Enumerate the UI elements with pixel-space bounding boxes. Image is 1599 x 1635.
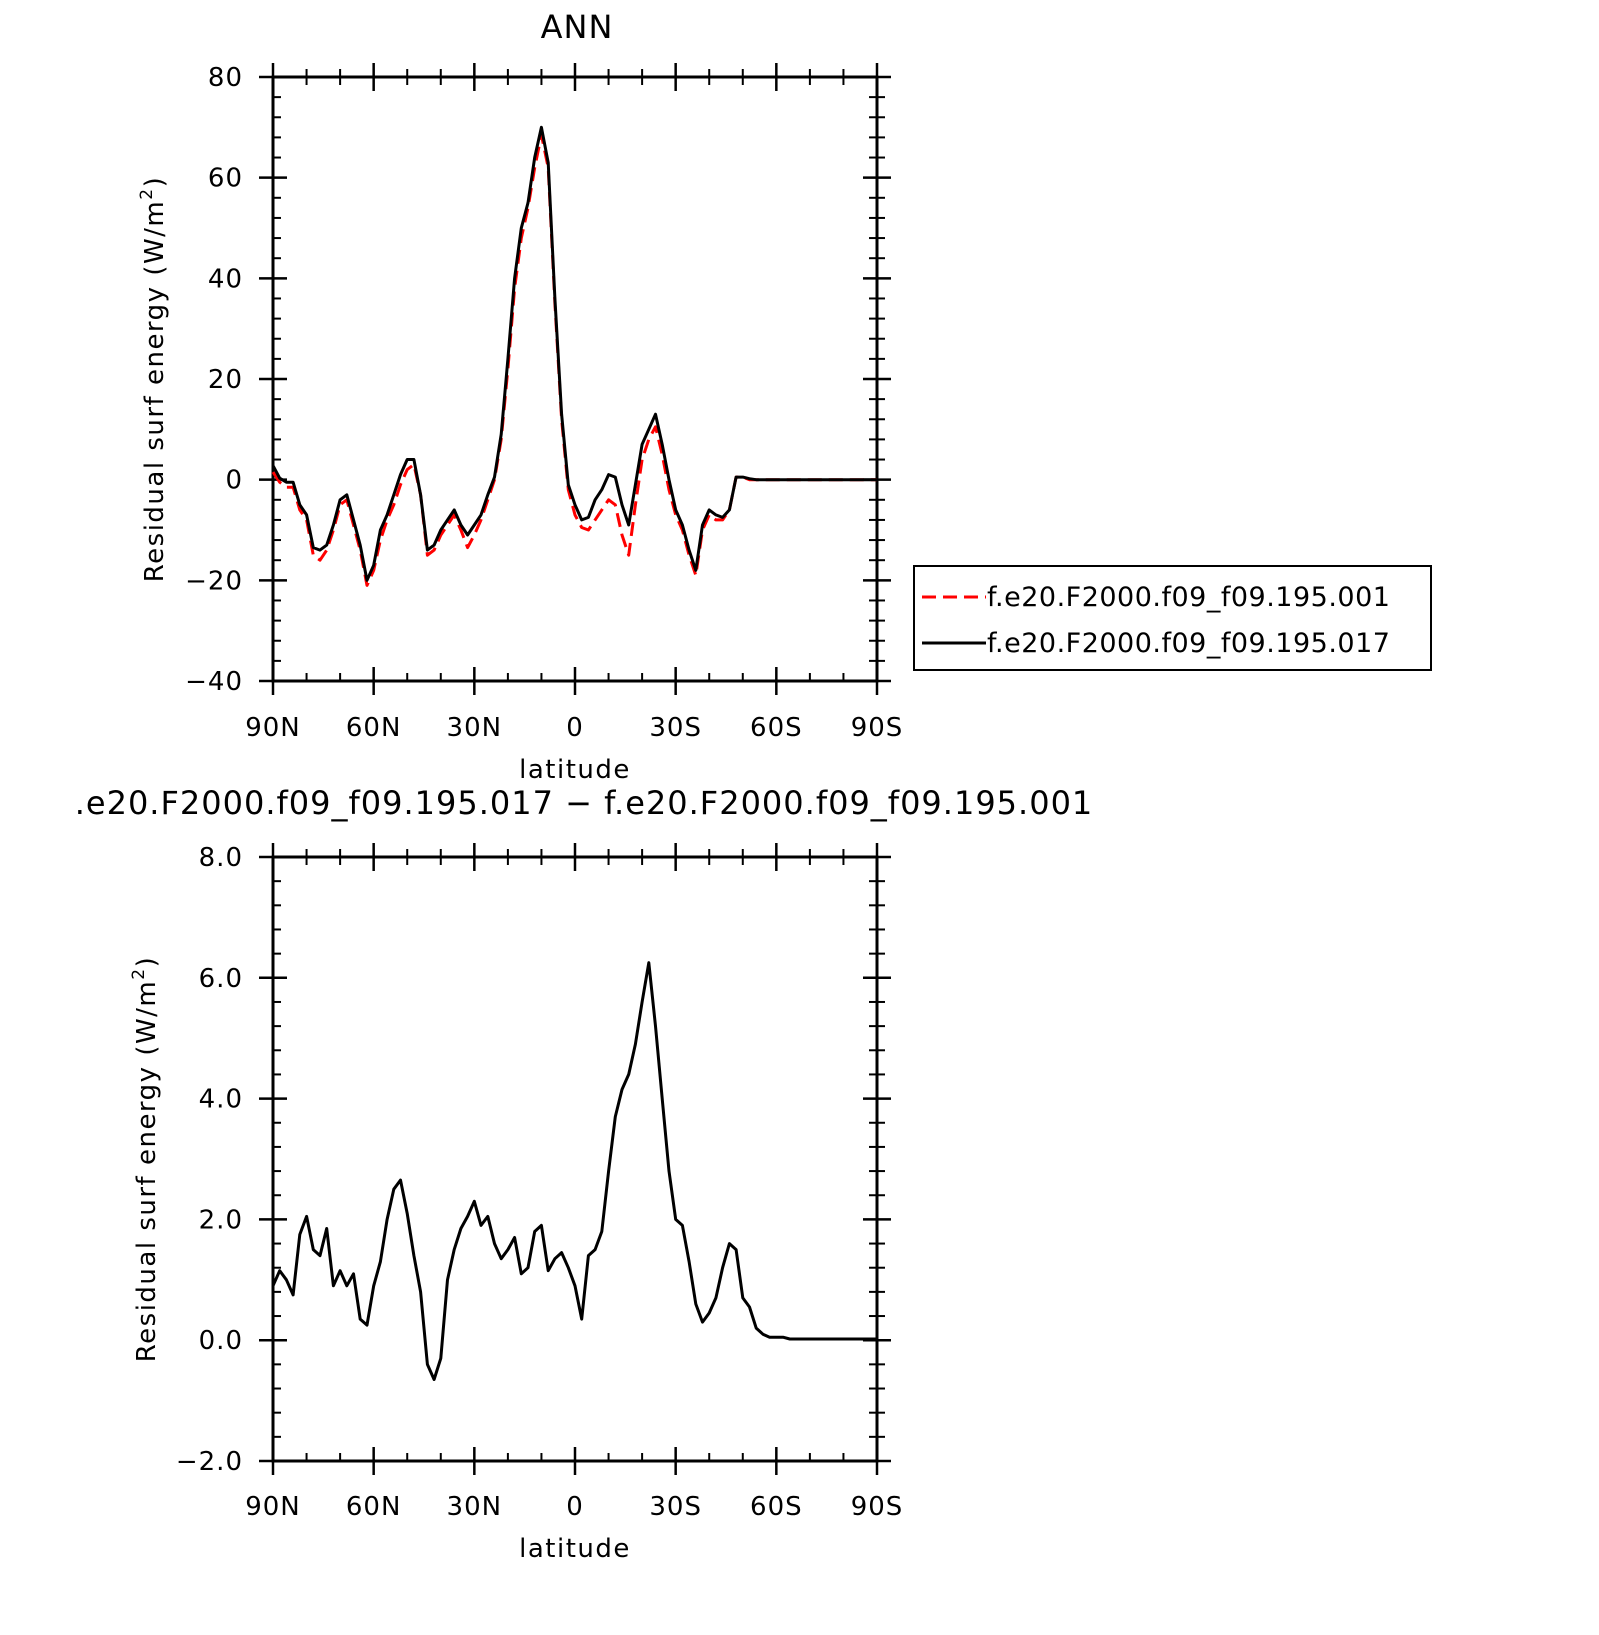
x-tick-label: 90N: [245, 713, 301, 743]
y-axis-label-end: ): [140, 176, 170, 188]
x-tick-label: 60N: [346, 713, 402, 743]
y-tick-label: 20: [208, 365, 243, 395]
plot-title: .e20.F2000.f09_f09.195.017 − f.e20.F2000…: [75, 784, 1094, 822]
legend-entry: f.e20.F2000.f09_f09.195.001: [987, 582, 1390, 613]
x-tick-label: 30N: [447, 1492, 503, 1522]
x-tick-label: 30N: [447, 713, 503, 743]
x-tick-label: 60N: [346, 1492, 402, 1522]
plot-title: ANN: [541, 8, 614, 46]
y-tick-label: 2.0: [199, 1205, 243, 1235]
plot-frame: [271, 855, 879, 1463]
y-tick-label: 6.0: [199, 964, 243, 994]
plot-frame: [271, 75, 879, 683]
x-axis-label: latitude: [519, 755, 631, 785]
y-axis-label-main: Residual surf energy (W/m: [140, 200, 170, 583]
y-tick-label: 0.0: [199, 1326, 243, 1356]
x-axis-label: latitude: [519, 1534, 631, 1564]
x-tick-label: 0: [566, 713, 584, 743]
y-tick-label: 4.0: [199, 1085, 243, 1115]
top-panel-ann: 90N 60N 30N 0 30S 60S 90S −40 −20 0 20 40 60 80 ANN lat…: [137, 8, 1432, 785]
y-axis-label-main: Residual surf energy (W/m: [132, 980, 162, 1363]
y-tick-label: 0: [225, 466, 243, 496]
bottom-panel-difference: 90N 60N 30N 0 30S 60S 90S −2.0 0.0 2.0 4.0 6.0 8.0 .e…: [75, 784, 1094, 1564]
x-tick-label: 30S: [649, 713, 702, 743]
x-tick-label: 30S: [649, 1492, 702, 1522]
legend-entry: f.e20.F2000.f09_f09.195.017: [987, 628, 1390, 659]
x-tick-label: 90N: [245, 1492, 301, 1522]
y-tick-label: 80: [208, 63, 243, 93]
y-tick-label: 60: [208, 164, 243, 194]
y-axis-label-superscript: 2: [129, 967, 149, 979]
legend-box: [913, 565, 1432, 671]
y-tick-label: −20: [185, 566, 243, 596]
series-line-1: [271, 961, 877, 1381]
y-axis-label: Residual surf energy (W/m2): [129, 956, 162, 1362]
x-tick-label: 90S: [851, 1492, 904, 1522]
y-tick-label: 8.0: [199, 843, 243, 873]
x-tick-label: 0: [566, 1492, 584, 1522]
series-line-2: [271, 125, 877, 582]
series-line-1: [271, 133, 877, 587]
y-tick-label: −2.0: [176, 1447, 243, 1477]
x-tick-label: 60S: [750, 1492, 803, 1522]
y-axis-label-end: ): [132, 956, 162, 968]
y-tick-label: 40: [208, 264, 243, 294]
x-tick-label: 60S: [750, 713, 803, 743]
y-axis-label: Residual surf energy (W/m2): [137, 176, 170, 582]
x-tick-label: 90S: [851, 713, 904, 743]
y-axis-label-superscript: 2: [137, 187, 157, 199]
y-tick-label: −40: [185, 667, 243, 697]
